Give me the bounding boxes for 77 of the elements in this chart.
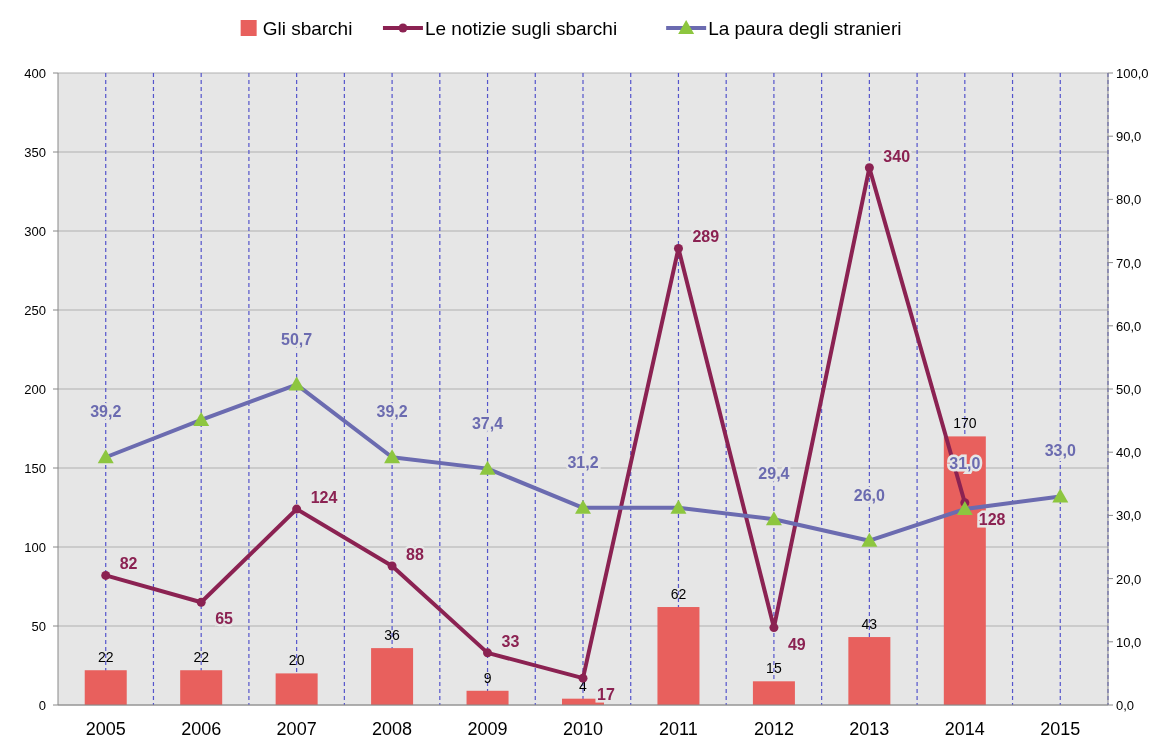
data-label: 124 (310, 489, 338, 507)
y-tick-label: 0 (38, 698, 46, 713)
data-label: 37,4 (471, 414, 504, 432)
data-label: 50,7 (281, 330, 313, 348)
data-label: 62 (670, 586, 687, 603)
y2-tick-label: 100,0 (1116, 66, 1149, 81)
y2-tick-label: 0,0 (1116, 698, 1135, 713)
bar (275, 673, 318, 705)
x-tick-label: 2013 (849, 719, 890, 739)
data-label: 36 (384, 627, 401, 644)
point (673, 243, 683, 253)
y-tick-label: 400 (24, 66, 46, 81)
x-tick-label: 2014 (944, 719, 985, 739)
x-tick-label: 2008 (372, 719, 413, 739)
point (101, 570, 111, 580)
data-label: 9 (483, 669, 492, 686)
y2-tick-label: 60,0 (1116, 318, 1142, 334)
y-tick-label: 350 (24, 145, 46, 160)
data-label: 26,0 (853, 486, 886, 504)
data-label: 39,2 (376, 403, 408, 421)
y-tick-label: 250 (24, 303, 46, 318)
y2-tick-label: 80,0 (1116, 192, 1142, 208)
data-label: 39,2 (90, 403, 122, 421)
legend-label: La paura degli stranieri (708, 18, 902, 39)
bar (657, 607, 700, 705)
data-label: 29,4 (758, 465, 790, 483)
data-label: 88 (406, 545, 424, 563)
y2-tick-label: 70,0 (1116, 255, 1142, 271)
data-label: 22 (193, 649, 210, 666)
point (483, 648, 493, 658)
data-label: 33 (501, 632, 520, 650)
y2-tick-label: 40,0 (1116, 445, 1142, 461)
x-tick-label: 2007 (276, 719, 317, 739)
legend-label: Le notizie sugli sbarchi (424, 18, 618, 39)
y2-tick-label: 30,0 (1116, 508, 1142, 524)
point (864, 163, 874, 173)
y2-tick-label: 10,0 (1116, 634, 1142, 650)
data-label: 31,2 (567, 453, 599, 471)
data-label: 82 (119, 555, 138, 573)
point (387, 561, 397, 571)
legend-label: Gli sbarchi (262, 18, 353, 39)
y-tick-label: 150 (24, 461, 46, 476)
data-label: 49 (787, 635, 806, 653)
data-label: 65 (215, 610, 234, 628)
data-label: 340 (883, 147, 911, 165)
bar (466, 690, 509, 705)
bar (371, 648, 414, 705)
data-label: 22 (97, 649, 114, 666)
data-label: 43 (861, 616, 878, 633)
data-label: 15 (766, 660, 782, 677)
bar (752, 681, 795, 705)
bar (84, 670, 127, 705)
y-tick-label: 200 (24, 382, 46, 397)
y-tick-label: 100 (24, 540, 46, 555)
data-label: 33,0 (1044, 442, 1076, 460)
data-label: 20 (288, 652, 305, 669)
data-label: 170 (953, 415, 977, 432)
bar (848, 637, 891, 705)
x-tick-label: 2011 (659, 719, 698, 739)
y-tick-label: 50 (31, 619, 46, 634)
point (769, 623, 779, 633)
bar (180, 670, 223, 705)
x-tick-label: 2012 (753, 719, 794, 739)
point (292, 504, 302, 514)
y2-tick-label: 20,0 (1116, 571, 1142, 587)
point (196, 597, 206, 607)
y2-tick-label: 90,0 (1116, 129, 1142, 145)
x-tick-label: 2015 (1040, 719, 1081, 739)
x-tick-label: 2005 (85, 719, 126, 739)
data-label: 289 (692, 228, 720, 246)
x-tick-label: 2006 (181, 719, 222, 739)
data-label: 17 (597, 686, 615, 704)
point (578, 673, 588, 683)
x-tick-label: 2010 (562, 719, 604, 739)
y-tick-label: 300 (24, 224, 46, 239)
x-tick-label: 2009 (467, 719, 508, 739)
y2-tick-label: 50,0 (1116, 382, 1142, 397)
